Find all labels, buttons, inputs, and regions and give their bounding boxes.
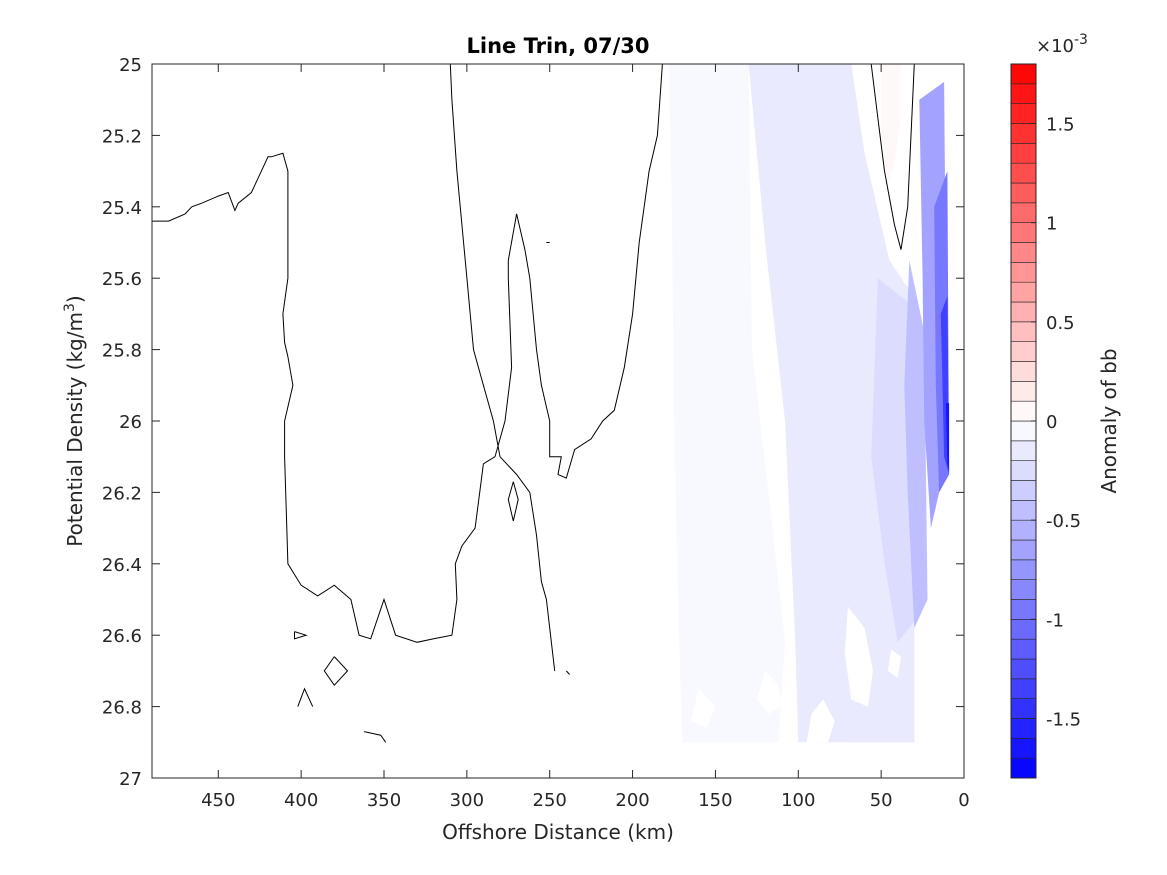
colorbar-level [1010,321,1037,342]
colorbar-level [1010,519,1037,541]
colorbar-level [1010,281,1037,303]
y-tick-label: 27 [119,769,142,790]
colorbar-level [1010,678,1037,699]
contour-line [449,63,556,671]
contour-line [363,731,387,743]
y-tick-label: 25.8 [102,341,142,362]
colorbar-exponent-base: ×10 [1036,36,1074,57]
filled-contour-region [669,64,785,743]
zero-contour-patch [887,649,901,678]
contour-line [297,687,314,707]
x-tick-label: 100 [781,790,815,811]
colorbar-level [1010,301,1037,323]
colorbar-level [1010,658,1037,680]
contour-line [870,63,915,250]
filled-contour-region [881,64,901,186]
colorbar-level [1010,182,1037,204]
colorbar-level [1010,63,1037,85]
colorbar-level [1010,718,1037,739]
plot-area [152,63,964,778]
colorbar-level [1010,222,1037,243]
colorbar: -1.5 -1 -0.5 0 0.5 1 1.5 [1010,63,1081,779]
colorbar-level [1010,460,1037,481]
colorbar-level [1010,242,1037,263]
colorbar-level [1010,757,1037,779]
x-axis-label: Offshore Distance (km) [442,820,674,844]
colorbar-level [1010,698,1037,719]
colorbar-level [1010,500,1037,521]
y-tick-label: 26.2 [102,483,142,504]
contour-line [294,631,308,640]
x-tick-label: 150 [698,790,732,811]
colorbar-level [1010,559,1037,580]
colorbar-tick-label: -0.5 [1046,511,1081,532]
y-axis-label-sup: 3 [62,303,78,312]
x-tick-label: 50 [870,790,893,811]
x-tick-label: 200 [615,790,649,811]
y-axis-label-main: Potential Density (kg/m [63,312,87,547]
contour-line [323,656,349,686]
x-tick-label: 0 [958,790,969,811]
colorbar-level [1010,579,1037,600]
y-tick-label: 25.4 [102,198,142,219]
colorbar-level [1010,143,1037,164]
colorbar-exponent: ×10-3 [1036,32,1088,57]
x-tick-label: 350 [367,790,401,811]
colorbar-level [1010,123,1037,144]
contour-line [565,670,570,675]
zero-contour-patch [690,688,716,728]
filled-contour-region [904,260,928,629]
chart-title: Line Trin, 07/30 [466,34,649,58]
y-tick-label: 26.4 [102,555,142,576]
colorbar-level [1010,83,1037,104]
colorbar-level [1010,539,1037,561]
colorbar-level [1010,103,1037,124]
x-axis: 450 400 350 300 250 200 150 100 50 0 [201,64,970,811]
y-tick-label: 25.2 [102,126,142,147]
zero-contour-patch [806,699,835,743]
colorbar-level [1010,738,1037,759]
colorbar-level [1010,599,1037,620]
x-tick-label: 300 [450,790,484,811]
colorbar-level [1010,420,1037,442]
colorbar-level [1010,638,1037,660]
colorbar-level [1010,381,1037,402]
y-axis-label-end: ) [63,295,87,303]
x-tick-label: 400 [284,790,318,811]
colorbar-level [1010,480,1037,501]
zero-contour-patch [756,670,782,714]
colorbar-tick-label: 0.5 [1046,313,1075,334]
y-tick-label: 26 [119,412,142,433]
y-axis: 25 25.2 25.4 25.6 25.8 26 26.2 26.4 26.6 26.8 27 [102,55,964,790]
contour-line [152,63,663,643]
x-tick-label: 250 [533,790,567,811]
y-tick-label: 25.6 [102,269,142,290]
y-tick-label: 25 [119,55,142,76]
colorbar-tick-label: 1.5 [1046,115,1075,136]
colorbar-tick-label: 1 [1046,214,1057,235]
colorbar-level [1010,400,1037,422]
colorbar-level [1010,262,1037,283]
y-tick-label: 26.6 [102,626,142,647]
contour-line [507,481,519,522]
y-axis-label: Potential Density (kg/m3) [62,295,87,546]
colorbar-level [1010,341,1037,362]
colorbar-exponent-power: -3 [1074,32,1088,48]
colorbar-tick-label: 0 [1046,412,1057,433]
colorbar-level [1010,202,1037,223]
zero-contour-patch [844,606,873,707]
colorbar-tick-label: -1 [1046,610,1064,631]
colorbar-tick-label: -1.5 [1046,710,1081,731]
y-tick-label: 26.8 [102,698,142,719]
filled-contour-region [945,403,950,471]
colorbar-label: Anomaly of bb [1097,348,1121,493]
colorbar-level [1010,440,1037,461]
x-tick-label: 450 [201,790,235,811]
colorbar-level [1010,619,1037,640]
colorbar-level [1010,162,1037,184]
colorbar-level [1010,361,1037,382]
